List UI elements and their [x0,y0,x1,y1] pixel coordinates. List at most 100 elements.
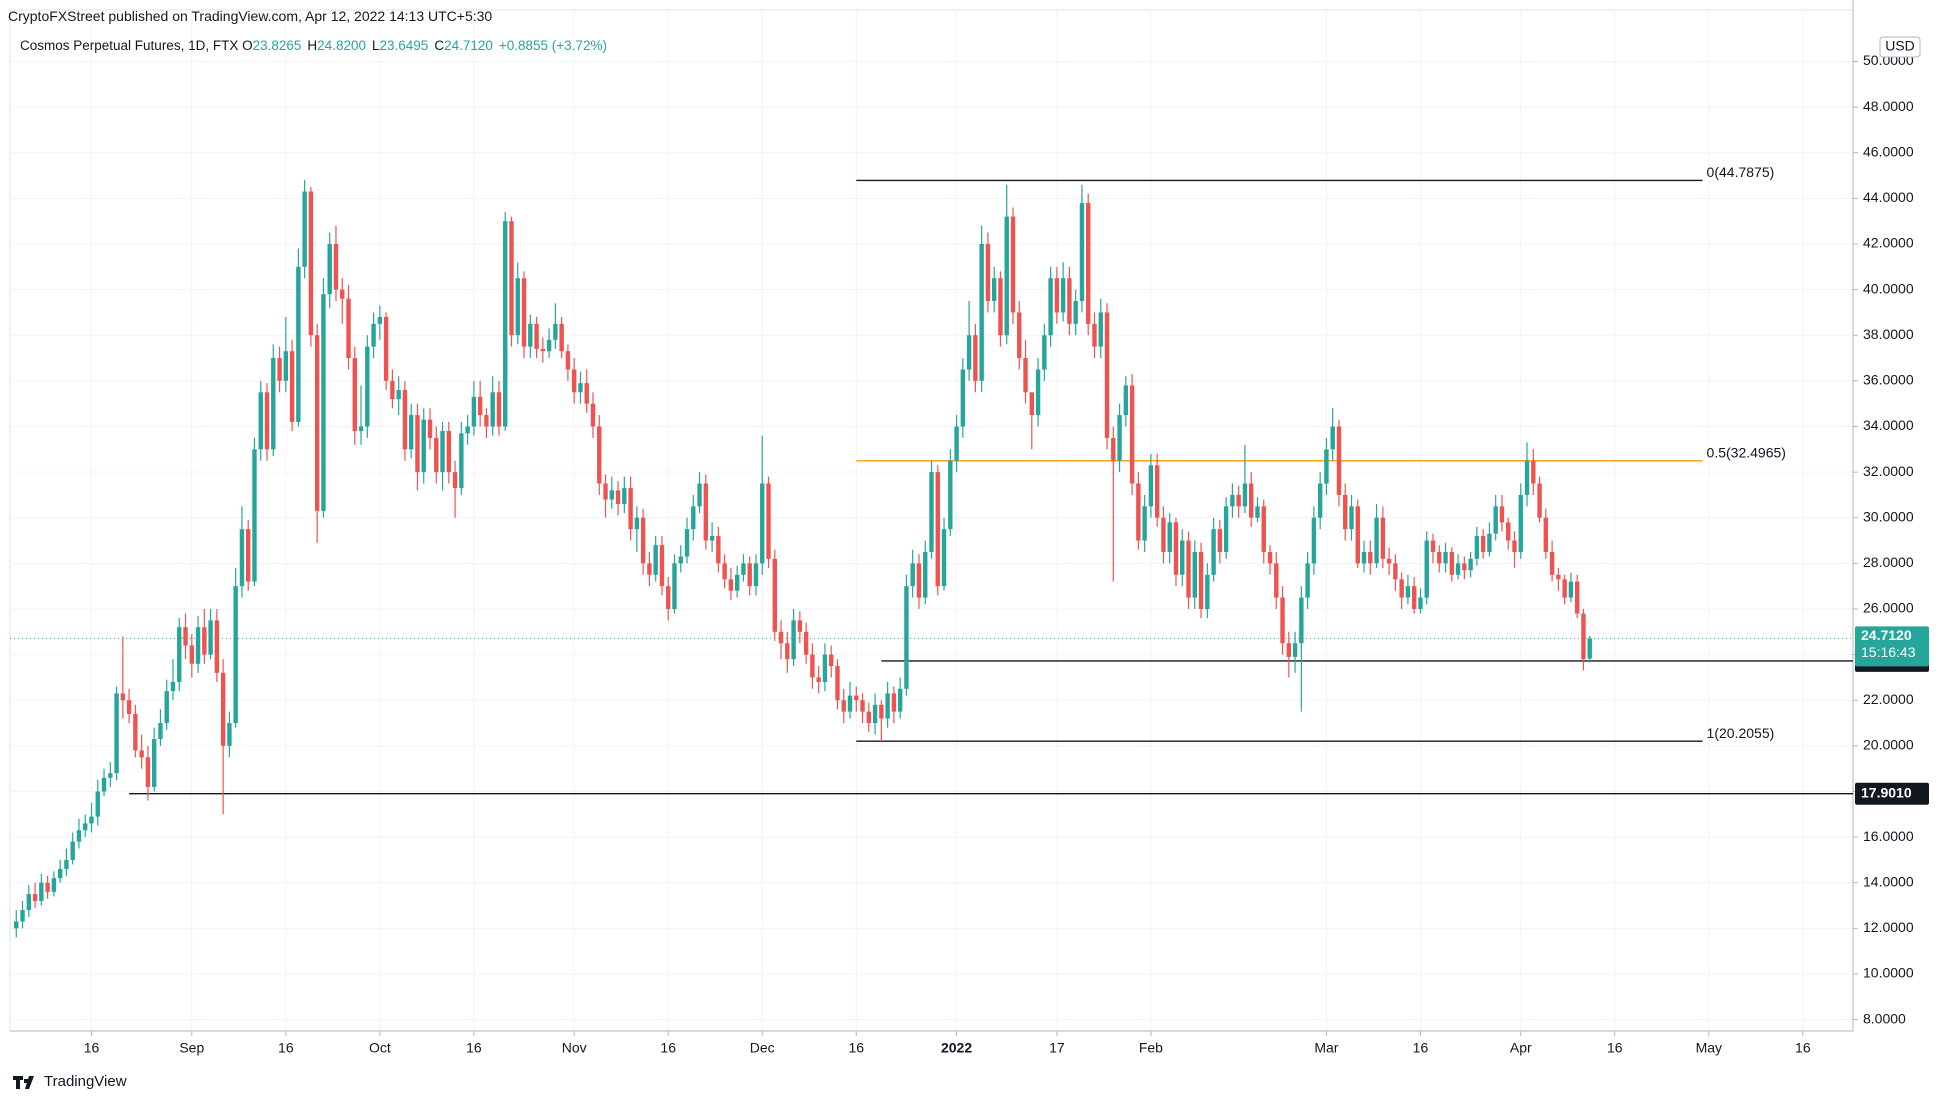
candle-body [778,631,784,644]
candle-body [358,426,364,432]
candle-body [101,777,107,792]
candle-body [1242,483,1248,507]
candle-body [772,558,777,632]
x-tick-label: Nov [562,1040,587,1056]
candle-body [954,426,959,461]
candle-body [1142,506,1147,541]
candle-body [835,666,840,701]
candle-body [709,535,715,541]
candle-body [1430,540,1436,552]
candle-body [753,563,759,587]
candle-body [277,358,282,381]
candle-body [1411,586,1417,609]
candle-body [39,882,44,901]
x-tick-label: 16 [1795,1040,1811,1056]
candle-body [1487,533,1492,552]
candle-body [302,191,307,267]
y-tick-label: 32.0000 [1863,463,1914,479]
candle-body [1462,563,1467,571]
candle-body [854,695,859,701]
candle-body [1035,369,1041,416]
candle-body [1518,494,1523,552]
candle-body [296,266,301,422]
x-tick-label: 16 [848,1040,864,1056]
candle-body [634,517,640,530]
candle-body [459,433,464,489]
candle-body [534,323,539,349]
candle-body [822,654,828,682]
y-tick-label: 10.0000 [1863,965,1914,981]
candle-body [1054,278,1060,313]
candle-body [164,691,169,724]
last-price-tag [1855,626,1929,667]
candle-body [879,704,884,719]
candle-body [195,627,201,664]
candle-body [1556,574,1561,580]
candle-body [1568,581,1574,598]
candle-body [408,415,414,450]
candle-body [1336,426,1342,495]
candle-body [239,529,245,587]
ohlc-value: 24.7120 [444,38,493,53]
candle-body [1531,460,1536,484]
candle-body [1537,483,1542,518]
candle-body [1261,506,1266,552]
candle-body [672,563,677,609]
candle-body [647,563,652,575]
candle-body [170,681,176,692]
candle-body [1167,522,1172,552]
x-tick-label: 16 [660,1040,676,1056]
candle-body [390,380,395,400]
candle-body [1405,586,1411,598]
candle-body [1067,278,1072,324]
candle-body [126,700,132,714]
ohlc-value: 23.8265 [252,38,302,53]
candle-body [565,351,571,370]
candle-body [1493,506,1498,534]
candle-body [95,791,100,817]
fib-label: 0.5(32.4965) [1707,444,1786,460]
candle-body [32,894,38,901]
candle-body [471,396,477,427]
candle-body [829,654,834,667]
candle-body [421,419,426,473]
candle-body [1380,517,1386,559]
candle-body [1587,638,1592,659]
candle-body [1180,540,1185,575]
candle-body [929,472,934,552]
candle-body [678,556,683,564]
candle-body [440,431,445,473]
candle-body [1324,449,1329,484]
candle-body [133,713,138,751]
candle-body [528,323,533,347]
candle-body [496,392,502,427]
candle-body [183,627,188,646]
candle-body [377,316,383,324]
candle-body [264,392,270,450]
candle-body [1349,506,1354,530]
candle-body [1274,563,1279,598]
candle-body [1223,506,1229,552]
candle-body [597,426,602,484]
candle-body [158,723,163,740]
ohlc-value: +0.8855 (+3.72%) [498,38,607,53]
candle-body [1455,563,1461,575]
candle-body [252,449,257,582]
candle-body [760,483,765,564]
candle-body [427,419,433,438]
footer[interactable]: TradingView [12,1073,127,1090]
candle-body [1393,563,1398,580]
y-tick-label: 40.0000 [1863,280,1914,296]
fib-label: 1(20.2055) [1707,725,1775,741]
candle-body [979,243,984,381]
price-tag [1855,782,1929,805]
candle-body [734,574,740,591]
candle-body [1292,643,1298,657]
y-tick-label: 46.0000 [1863,143,1914,159]
candle-body [1267,551,1273,564]
currency-label: USD [1885,38,1915,54]
candle-body [684,529,690,557]
candle-body [766,483,771,559]
candle-body [465,426,470,434]
